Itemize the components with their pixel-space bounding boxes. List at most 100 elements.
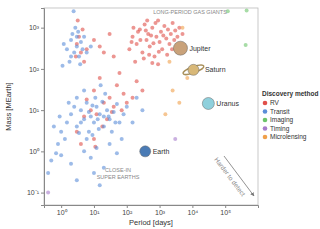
point (82, 117, 86, 121)
point (73, 26, 77, 30)
point (99, 83, 103, 87)
tick-label: 10⁰ (29, 148, 40, 155)
point (65, 47, 69, 51)
point (140, 108, 144, 112)
point (164, 36, 168, 40)
point (158, 40, 162, 44)
point (98, 76, 102, 80)
planet (188, 64, 199, 75)
point (96, 117, 100, 121)
tick-label: 10¹ (89, 209, 100, 216)
point (76, 30, 80, 34)
point (72, 9, 76, 13)
point (93, 96, 97, 100)
tick-label: 10⁵ (220, 209, 231, 216)
tick-label: 10² (122, 209, 133, 216)
point (135, 96, 139, 100)
point (92, 171, 96, 175)
point (76, 18, 80, 22)
planet-label: Jupiter (189, 45, 211, 53)
point (72, 50, 76, 54)
point (103, 92, 107, 96)
point (75, 178, 79, 182)
point (122, 92, 126, 96)
point (151, 41, 155, 45)
point (78, 62, 82, 66)
point (172, 38, 176, 42)
point (125, 105, 129, 109)
point (112, 54, 116, 58)
point (120, 137, 124, 141)
legend-label: Timing (270, 125, 290, 133)
legend-marker (263, 101, 268, 106)
point (166, 28, 170, 32)
point (108, 32, 112, 36)
point (75, 35, 79, 39)
point (97, 127, 101, 131)
legend-marker (263, 135, 268, 140)
point (75, 125, 79, 129)
tick-label: 10³ (29, 24, 40, 31)
point (171, 88, 175, 92)
tick: 10⁰ (29, 148, 44, 155)
x-axis-title: Period [days] (129, 218, 173, 227)
point (115, 151, 119, 155)
point (136, 30, 140, 34)
legend-label: Microlensing (270, 133, 307, 141)
point (77, 54, 81, 58)
point (100, 100, 104, 104)
point (67, 101, 71, 105)
point (115, 83, 119, 87)
point (135, 79, 139, 83)
point (69, 38, 73, 42)
tick: 10³ (29, 24, 44, 31)
point (117, 121, 121, 125)
point (156, 62, 160, 66)
axis-line (41, 9, 45, 206)
point (120, 108, 124, 112)
tick: 10¹ (29, 107, 44, 114)
point (90, 103, 94, 107)
legend-label: Imaging (270, 116, 294, 124)
point (173, 29, 177, 33)
point (69, 54, 73, 58)
point (98, 112, 102, 116)
point (108, 142, 112, 146)
point (112, 110, 116, 114)
point (160, 47, 164, 51)
point (153, 21, 157, 25)
point (130, 40, 134, 44)
point (165, 53, 169, 57)
point (131, 121, 135, 125)
point (58, 115, 62, 119)
point (173, 137, 177, 141)
planet (202, 97, 214, 109)
tick-mark (61, 205, 62, 208)
tick-mark (41, 69, 44, 70)
point (85, 50, 89, 54)
point (177, 101, 181, 105)
point (167, 42, 171, 46)
point (125, 101, 129, 105)
point (157, 50, 161, 54)
point (56, 142, 60, 146)
plot-frame (44, 8, 258, 205)
point (131, 35, 135, 39)
point (85, 137, 89, 141)
point (113, 121, 117, 125)
point (63, 137, 67, 141)
series (226, 9, 249, 47)
point (138, 38, 142, 42)
point (112, 105, 116, 109)
point (117, 71, 121, 75)
point (169, 32, 173, 36)
point (127, 47, 131, 51)
point (72, 105, 76, 109)
point (54, 151, 58, 155)
point (107, 115, 111, 119)
point (154, 35, 158, 39)
axis-line (45, 206, 259, 209)
point (143, 22, 147, 26)
tick-mark (127, 205, 128, 208)
tick: 10⁻¹ (27, 189, 44, 196)
